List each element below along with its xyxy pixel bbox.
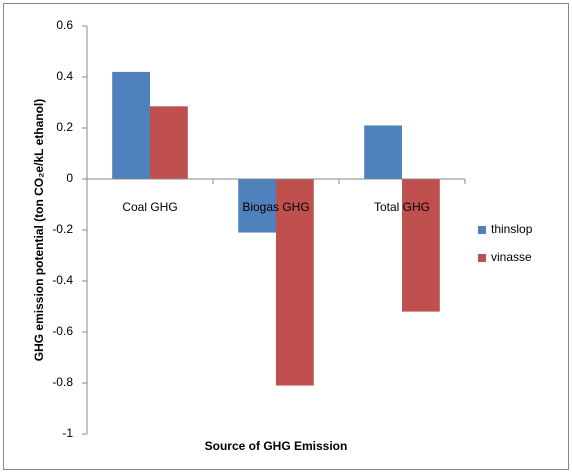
bar (238, 179, 276, 233)
y-tick-label: -1 (62, 426, 73, 440)
y-tick-label: -0.8 (52, 375, 73, 389)
bar (112, 71, 150, 179)
x-axis-title: Source of GHG Emission (205, 439, 348, 453)
y-tick-label: 0.4 (56, 69, 73, 83)
y-tick-label: -0.2 (52, 222, 73, 236)
legend-label: thinslop (491, 222, 533, 236)
bar (150, 106, 188, 179)
legend-swatch (478, 226, 486, 234)
y-tick-label: -0.6 (52, 324, 73, 338)
x-tick-label: Biogas GHG (242, 200, 309, 214)
y-tick-label: 0.2 (56, 120, 73, 134)
bar (364, 125, 402, 179)
bar (276, 179, 314, 386)
x-tick-label: Coal GHG (122, 200, 177, 214)
y-tick-label: 0 (66, 171, 73, 185)
y-axis-title: GHG emission potential (ton CO₂e/kL etha… (32, 99, 46, 361)
bar (402, 179, 440, 312)
legend-swatch (478, 254, 486, 262)
legend-label: vinasse (491, 250, 532, 264)
y-tick-label: 0.6 (56, 18, 73, 32)
y-tick-label: -0.4 (52, 273, 73, 287)
x-tick-label: Total GHG (374, 200, 430, 214)
